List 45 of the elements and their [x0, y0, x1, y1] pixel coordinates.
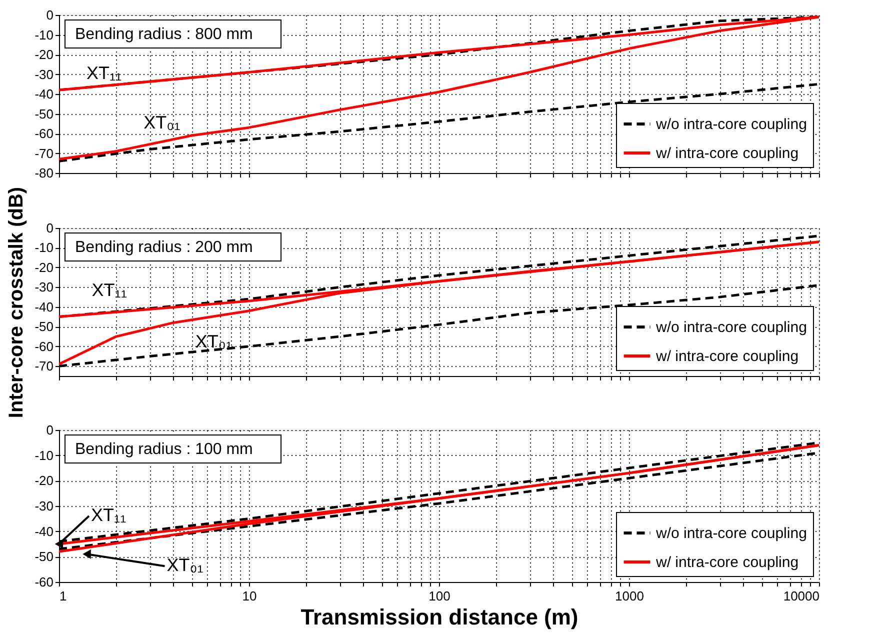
legend-label: w/ intra-core coupling [655, 348, 799, 365]
y-tick-label: 0 [46, 220, 54, 236]
legend-label: w/ intra-core coupling [655, 554, 799, 571]
y-tick-label: -60 [34, 126, 54, 141]
annotation: XT₀₁ [144, 112, 180, 132]
y-tick-label: -20 [34, 47, 54, 62]
y-tick-label: -50 [34, 319, 54, 334]
y-tick-label: -30 [34, 66, 54, 82]
y-tick-label: 0 [46, 422, 54, 438]
annotation: XT₀₁ [166, 555, 204, 576]
y-tick-label: -50 [34, 549, 54, 564]
y-tick-label: -20 [34, 260, 54, 275]
text: Bending radius : 800 mm [75, 26, 253, 43]
y-tick-label: -40 [34, 299, 54, 314]
y-tick-label: -30 [34, 498, 54, 514]
y-tick-label: -40 [34, 86, 54, 102]
x-tick-label: 1000 [615, 588, 644, 604]
y-tick-label: -60 [34, 338, 54, 354]
y-tick-label: -70 [34, 146, 54, 161]
x-tick-label: 10000 [783, 588, 820, 604]
text: Bending radius : 100 mm [75, 441, 253, 458]
legend-label: w/o intra-core coupling [655, 525, 807, 542]
y-tick-label: -20 [34, 473, 54, 488]
y-tick-label: -70 [34, 358, 54, 374]
y-tick-label: -40 [34, 524, 54, 539]
legend-label: w/ intra-core coupling [655, 145, 799, 162]
x-axis-title: Transmission distance (m) [300, 604, 578, 630]
annotation: XT₁₁ [91, 505, 126, 525]
y-tick-label: -50 [34, 106, 54, 122]
legend-label: w/o intra-core coupling [655, 319, 807, 336]
y-tick-label: -10 [34, 240, 54, 256]
y-axis-title: Inter-core crosstalk (dB) [6, 186, 28, 418]
legend-label: w/o intra-core coupling [655, 116, 807, 133]
annotation: XT₁₁ [92, 280, 127, 300]
y-tick-label: 0 [46, 8, 54, 22]
annotation: XT₁₁ [86, 63, 122, 84]
text: Bending radius : 200 mm [75, 239, 253, 256]
y-tick-label: -10 [34, 448, 54, 463]
x-tick-label: 10 [242, 588, 257, 604]
x-tick-label: 1 [60, 588, 67, 604]
y-tick-label: -80 [34, 166, 54, 180]
x-tick-label: 100 [428, 588, 450, 604]
y-tick-label: -60 [34, 574, 54, 590]
y-tick-label: -30 [34, 280, 54, 295]
y-tick-label: -10 [34, 27, 54, 42]
